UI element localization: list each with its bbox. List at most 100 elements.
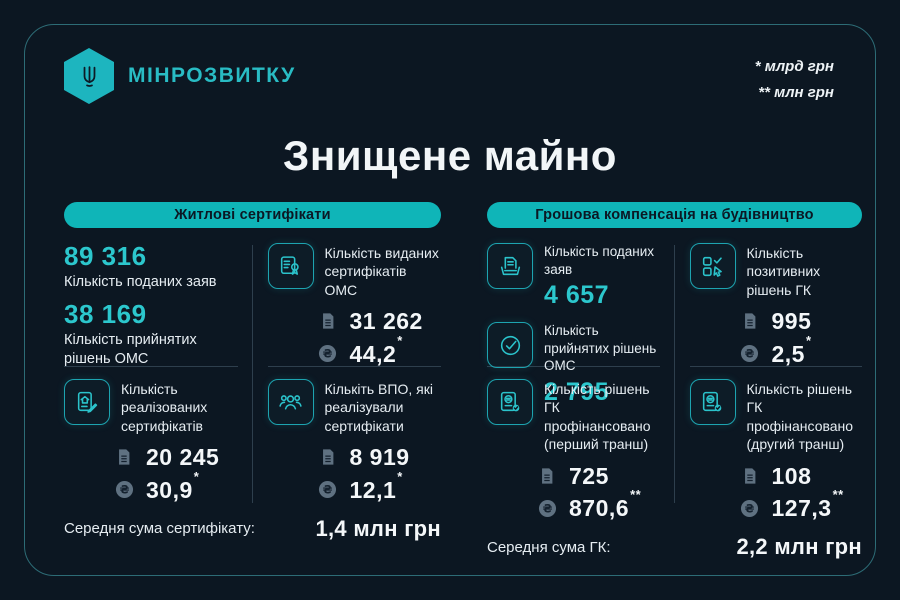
legend-line-mln: ** млн грн <box>758 84 834 102</box>
amount-value: 127,3** <box>771 487 844 522</box>
unit-note: ** <box>832 487 844 503</box>
average-value: 2,2 млн грн <box>736 534 862 560</box>
cell-label: Кількість реалізованих сертифікатів <box>121 381 208 434</box>
amount-row: ₴ 44,2* <box>318 332 442 367</box>
amount-row: ₴ 870,6** <box>537 487 660 522</box>
cell-label: Кількіть ВПО, які реалізували сертифікат… <box>324 381 433 434</box>
svg-text:₴: ₴ <box>323 347 333 361</box>
housing-issued-certificates: Кількість виданих сертифікатів ОМС 31 26… <box>267 243 442 367</box>
amount-row: ₴ 2,5* <box>740 332 863 367</box>
compensation-tranche2: Кількість рішень ГК профінансовано (друг… <box>689 367 863 522</box>
amount-row: ₴ 127,3** <box>740 487 863 522</box>
unit-note: ** <box>630 487 642 503</box>
people-group-icon <box>267 379 314 425</box>
document-count-icon <box>318 447 338 467</box>
count-row: 8 919 <box>318 444 442 471</box>
amount-value: 30,9* <box>146 468 200 503</box>
stat-value: 38 169 <box>64 299 147 330</box>
check-circle-icon <box>487 322 533 369</box>
hryvnia-icon: ₴ <box>537 498 557 518</box>
unit-note: * <box>397 468 403 484</box>
document-count-icon <box>740 466 760 486</box>
certificate-icon <box>267 243 314 289</box>
svg-text:₴: ₴ <box>119 483 129 497</box>
document-count-icon <box>740 311 760 331</box>
hryvnia-icon: ₴ <box>740 344 760 364</box>
submitted-row: Кількість поданих заяв 4 657 <box>487 243 660 310</box>
stat-value: 89 316 <box>64 241 147 271</box>
amount-value: 44,2* <box>349 332 403 367</box>
count-value: 725 <box>569 462 609 489</box>
teal-value: 2 795 <box>544 377 610 406</box>
unit-note: * <box>193 468 200 484</box>
svg-text:₴: ₴ <box>323 483 333 497</box>
document-count-icon <box>114 447 134 467</box>
count-row: 725 <box>537 464 660 488</box>
hryvnia-icon: ₴ <box>318 480 338 500</box>
units-legend: * млрд грн ** млн грн <box>755 54 834 107</box>
hryvnia-icon: ₴ <box>114 480 134 500</box>
section-housing-certificates: Житлові сертифікати 89 316 Кількість под… <box>64 202 441 542</box>
count-value: 20 245 <box>146 444 220 471</box>
cell-label: Кількість позитивних рішень ГК <box>746 245 821 298</box>
stat-label: Кількість прийнятих рішень ОМС <box>64 332 197 368</box>
count-value: 8 919 <box>349 444 410 471</box>
average-label: Середня сума ГК: <box>487 538 611 556</box>
count-row: 995 <box>740 309 863 334</box>
cell-label: Кількість рішень ГК профінансовано (друг… <box>746 381 854 453</box>
compensation-positive-decisions: Кількість позитивних рішень ГК 995 ₴ 2,5… <box>689 243 863 367</box>
page-title: Знищене майно <box>283 132 617 179</box>
housing-vpo-realized: Кількіть ВПО, які реалізували сертифікат… <box>267 367 442 503</box>
hryvnia-icon: ₴ <box>740 498 760 518</box>
hexagon-logo <box>64 48 114 104</box>
document-count-icon <box>318 311 338 331</box>
section-header-housing: Житлові сертифікати <box>64 202 441 228</box>
cell-label: Кількість поданих заяв <box>544 244 655 277</box>
average-value: 1,4 млн грн <box>315 515 441 541</box>
amount-value: 2,5* <box>771 332 812 367</box>
teal-value: 4 657 <box>544 281 610 310</box>
count-row: 31 262 <box>318 308 442 335</box>
count-value: 108 <box>771 462 812 489</box>
document-count-icon <box>537 466 557 486</box>
cell-label: Кількість прийнятих рішень ОМС <box>544 323 657 374</box>
positive-decision-icon <box>689 243 736 289</box>
trident-icon <box>76 63 103 90</box>
svg-text:₴: ₴ <box>745 347 755 361</box>
cell-label: Кількість рішень ГК профінансовано (перш… <box>544 381 651 453</box>
accepted-row: Кількість прийнятих рішень ОМС 2 795 <box>487 322 660 407</box>
vertical-divider <box>252 245 253 503</box>
count-row: 108 <box>740 464 863 488</box>
amount-value: 870,6** <box>569 487 642 522</box>
legend-line-bln: * млрд грн <box>754 58 834 75</box>
housing-grid: 89 316 Кількість поданих заяв 38 169 Кіл… <box>64 241 442 503</box>
svg-text:₴: ₴ <box>542 501 552 515</box>
count-row: 20 245 <box>114 444 238 471</box>
compensation-grid: Кількість поданих заяв 4 657 Кількість п… <box>487 243 862 520</box>
housing-submitted-accepted: 89 316 Кількість поданих заяв 38 169 Кіл… <box>64 241 238 368</box>
housing-average: Середня сума сертифікату: 1,4 млн грн <box>64 516 441 542</box>
hryvnia-icon: ₴ <box>318 344 338 364</box>
house-certificate-icon <box>64 379 110 425</box>
cell-label: Кількість виданих сертифікатів ОМС <box>324 245 439 298</box>
unit-note: * <box>397 332 403 348</box>
funded-document-icon <box>487 379 533 425</box>
vertical-divider <box>674 245 675 503</box>
section-header-compensation: Грошова компенсація на будівництво <box>487 202 862 228</box>
compensation-submitted-accepted: Кількість поданих заяв 4 657 Кількість п… <box>487 243 660 406</box>
stat-label: Кількість поданих заяв <box>64 274 217 291</box>
amount-row: ₴ 30,9* <box>114 468 238 503</box>
brand-logo: МІНРОЗВИТКУ <box>64 48 296 104</box>
compensation-tranche1: Кількість рішень ГК профінансовано (перш… <box>487 367 660 520</box>
funded-document-icon <box>689 379 736 425</box>
brand-name: МІНРОЗВИТКУ <box>128 64 296 87</box>
housing-realized-certificates: Кількість реалізованих сертифікатів 20 2… <box>64 367 238 502</box>
section-monetary-compensation: Грошова компенсація на будівництво Кільк… <box>487 202 862 560</box>
count-value: 31 262 <box>349 308 423 335</box>
compensation-average: Середня сума ГК: 2,2 млн грн <box>487 534 862 560</box>
svg-text:₴: ₴ <box>745 501 755 515</box>
average-label: Середня сума сертифікату: <box>64 520 255 538</box>
amount-value: 12,1* <box>349 468 403 503</box>
amount-row: ₴ 12,1* <box>318 468 442 503</box>
application-document-icon <box>487 243 533 289</box>
